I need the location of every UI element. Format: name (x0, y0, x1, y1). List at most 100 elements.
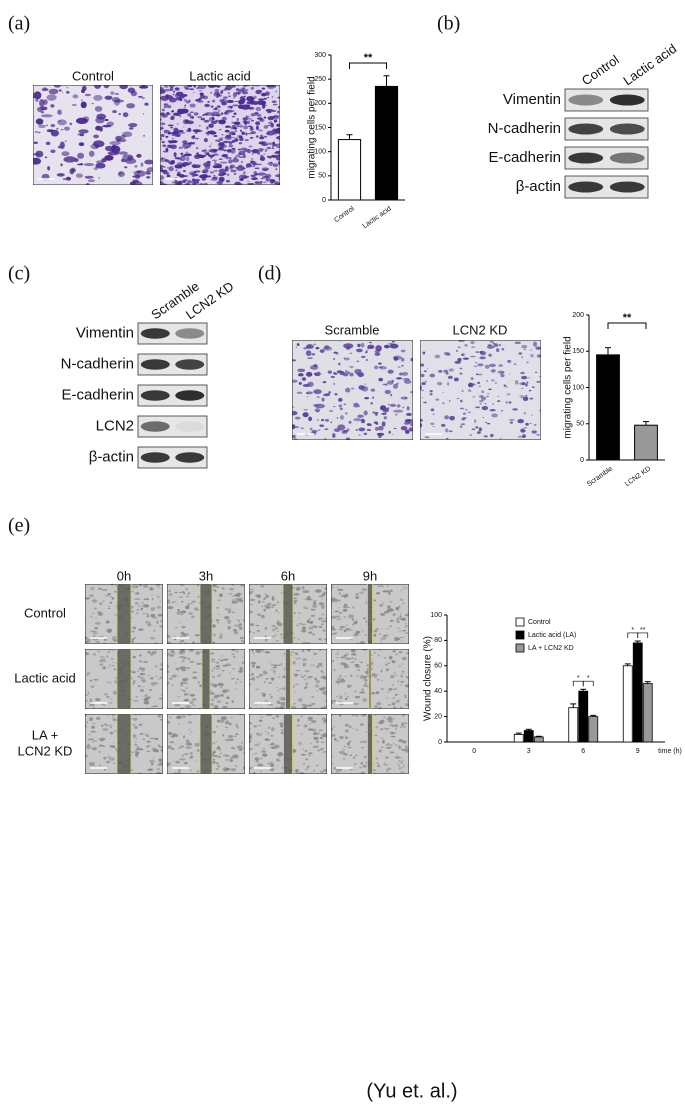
cell (296, 391, 303, 394)
cell (229, 588, 234, 591)
cell (346, 624, 348, 626)
cell (167, 664, 170, 669)
cell (453, 377, 459, 382)
cell (383, 727, 386, 729)
cell (240, 147, 248, 151)
cell (399, 630, 402, 632)
cell (176, 129, 180, 131)
cell (167, 600, 171, 604)
cell (239, 599, 244, 603)
cell (305, 350, 312, 357)
cell (249, 735, 252, 738)
cell (296, 699, 300, 701)
cell (203, 138, 208, 143)
cell (166, 105, 172, 109)
wound-gap (200, 584, 212, 644)
cell (386, 746, 392, 749)
cell (390, 744, 393, 747)
cell (206, 160, 211, 164)
cell (234, 601, 238, 604)
cell (354, 663, 360, 666)
cell (95, 640, 100, 643)
cell (175, 96, 182, 101)
cell (103, 704, 106, 707)
cell (179, 758, 186, 761)
cell (355, 596, 360, 599)
cell (228, 95, 231, 98)
cell (292, 424, 296, 430)
cell (348, 614, 354, 619)
cell (85, 755, 88, 758)
cell (110, 726, 113, 729)
cell (338, 750, 346, 755)
cell (189, 756, 193, 759)
cell (196, 181, 200, 184)
cell (526, 361, 529, 364)
cell (94, 106, 103, 112)
cell (147, 623, 152, 627)
cell (160, 122, 164, 126)
cell (211, 99, 216, 103)
cell (129, 181, 136, 185)
cell (89, 679, 93, 682)
cell (175, 626, 178, 629)
cell (391, 724, 396, 728)
cell (397, 617, 400, 620)
cell (112, 661, 114, 664)
cell (360, 674, 364, 679)
cell (143, 700, 150, 705)
cell (251, 177, 258, 181)
cell (139, 584, 142, 587)
cell (92, 599, 98, 603)
cell (218, 636, 223, 639)
cell (337, 588, 344, 591)
cell (78, 129, 89, 134)
bar (596, 354, 620, 461)
cell (44, 156, 48, 159)
cell (259, 158, 263, 161)
cell (106, 681, 110, 683)
cell (184, 104, 187, 107)
cell (483, 435, 488, 438)
cell (127, 87, 136, 93)
cell (389, 343, 399, 349)
cell (532, 341, 538, 347)
cell (93, 94, 103, 101)
cell (216, 747, 219, 750)
cell (155, 675, 158, 677)
cell (204, 149, 207, 152)
cell (456, 349, 459, 352)
cell (250, 157, 254, 160)
cell (457, 357, 462, 362)
cell (183, 99, 188, 102)
cell (184, 693, 187, 696)
cell (374, 714, 376, 717)
cell (397, 366, 401, 368)
cell (50, 129, 59, 137)
cell (317, 429, 321, 431)
cell (324, 428, 329, 431)
cell (132, 626, 137, 630)
column-header: Control (579, 52, 622, 88)
cell (467, 382, 474, 388)
cell (189, 700, 194, 705)
cell (378, 377, 383, 382)
bar (642, 683, 653, 743)
cell (167, 747, 171, 749)
cell (256, 117, 263, 120)
cell (161, 157, 164, 160)
cell (211, 669, 214, 672)
y-axis-label: Wound closure (%) (423, 636, 434, 721)
cell (92, 630, 96, 632)
cell (521, 382, 526, 386)
cell (69, 122, 73, 126)
cell (144, 694, 148, 697)
cell (142, 737, 146, 741)
cell (97, 650, 101, 653)
cell (390, 619, 394, 622)
cell (188, 729, 190, 731)
cell (251, 160, 256, 166)
cell (227, 619, 232, 624)
cell (262, 747, 266, 750)
cell (386, 668, 390, 671)
